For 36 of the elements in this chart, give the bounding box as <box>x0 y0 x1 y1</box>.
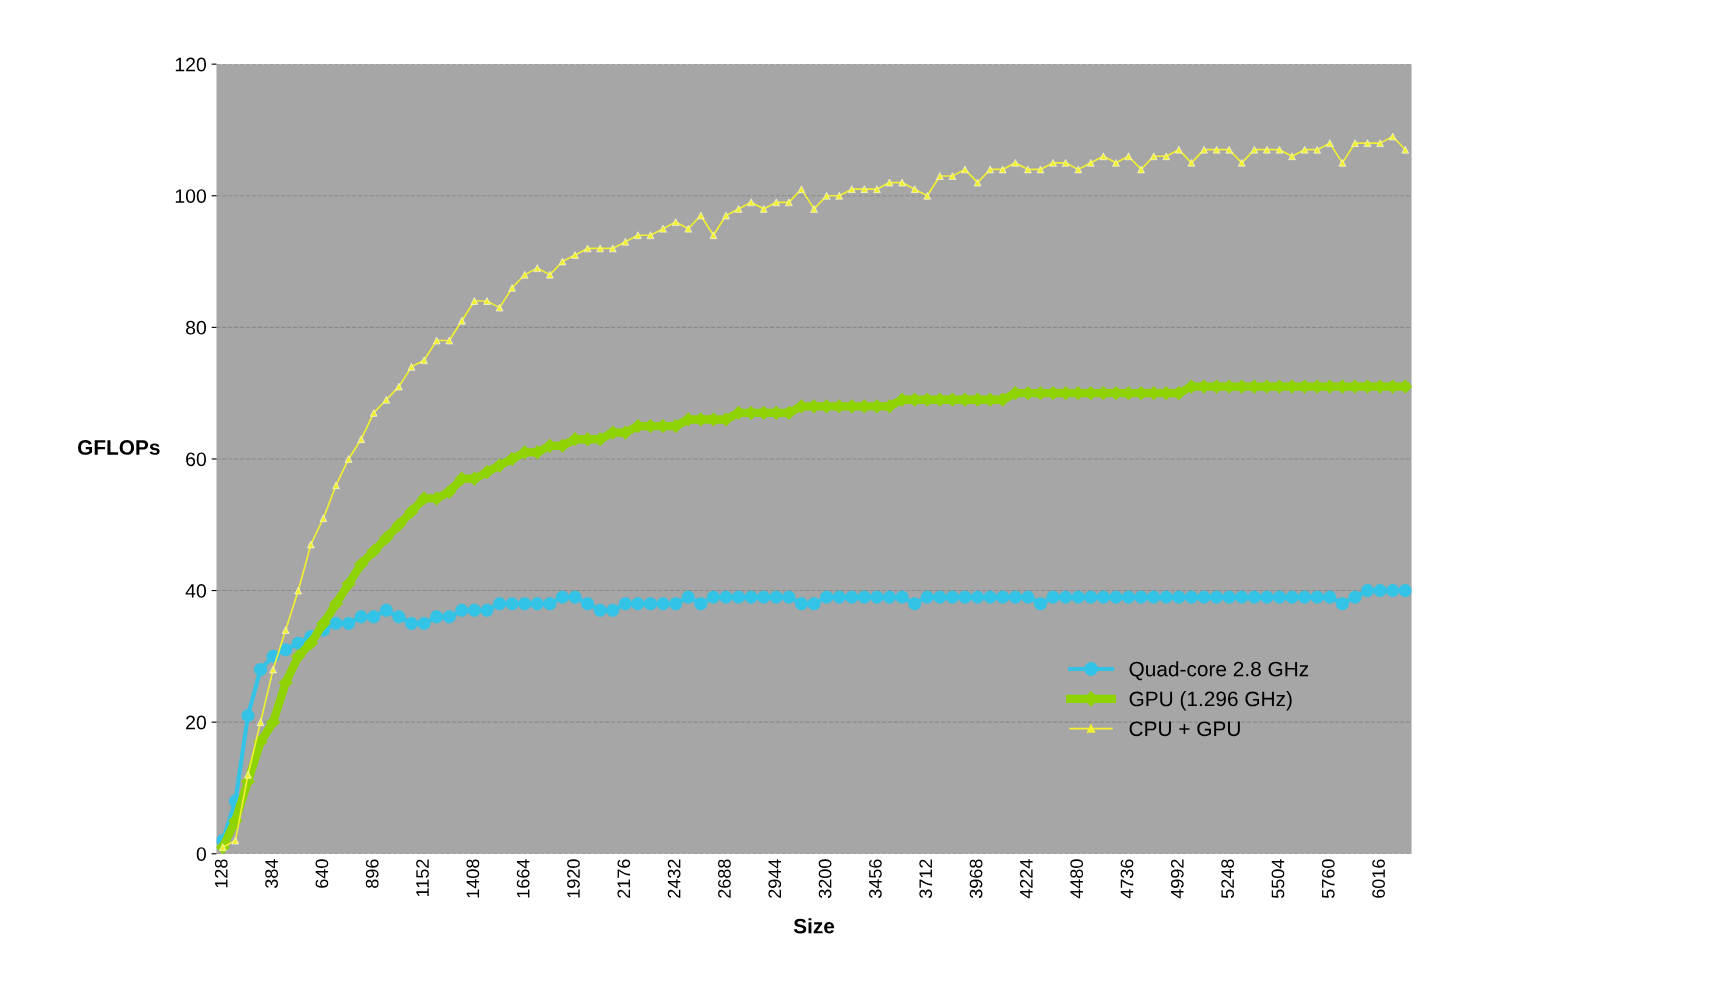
x-tick-label: 896 <box>365 859 379 888</box>
x-tick-label: 4224 <box>1019 859 1033 899</box>
x-tick-label: 5248 <box>1221 859 1235 899</box>
x-tick-label: 1408 <box>466 859 480 898</box>
y-tick-label: 20 <box>186 715 207 730</box>
x-tick-label: 384 <box>265 859 278 889</box>
x-tick-label: 1152 <box>416 859 429 897</box>
x-tick-label: 4736 <box>1120 859 1134 899</box>
y-tick-label: 100 <box>175 189 207 203</box>
x-tick-label: 4992 <box>1170 859 1184 899</box>
x-tick-label: 3712 <box>919 859 933 899</box>
x-tick-label: 3456 <box>869 859 882 899</box>
legend-label: Quad-core 2.8 GHz <box>1129 661 1309 681</box>
y-tick-label: 0 <box>196 847 207 861</box>
x-tick-label: 1920 <box>567 859 580 898</box>
y-axis-title: GFLOPs <box>77 440 160 455</box>
y-tick-label: 40 <box>185 584 207 598</box>
x-tick-label: 1664 <box>516 859 530 898</box>
x-tick-label: 640 <box>315 859 329 888</box>
x-tick-label: 5504 <box>1271 859 1285 899</box>
x-axis-title: Size <box>793 918 835 934</box>
legend-label: GPU (1.296 GHz) <box>1129 691 1292 711</box>
x-tick-label: 5760 <box>1321 859 1335 899</box>
x-tick-label: 2176 <box>617 859 631 898</box>
x-tick-label: 3200 <box>818 859 832 899</box>
x-tick-label: 2944 <box>768 859 782 898</box>
y-tick-label: 120 <box>175 57 207 72</box>
x-tick-label: 4480 <box>1070 859 1084 899</box>
legend-label: CPU + GPU <box>1129 721 1240 737</box>
x-tick-label: 2688 <box>718 859 731 898</box>
x-tick-label: 3968 <box>969 859 983 899</box>
x-tick-label: 2432 <box>667 859 681 898</box>
y-tick-label: 80 <box>186 320 207 335</box>
x-tick-label: 6016 <box>1372 859 1385 898</box>
y-tick-label: 60 <box>186 452 207 467</box>
x-tick-label: 128 <box>214 859 228 888</box>
